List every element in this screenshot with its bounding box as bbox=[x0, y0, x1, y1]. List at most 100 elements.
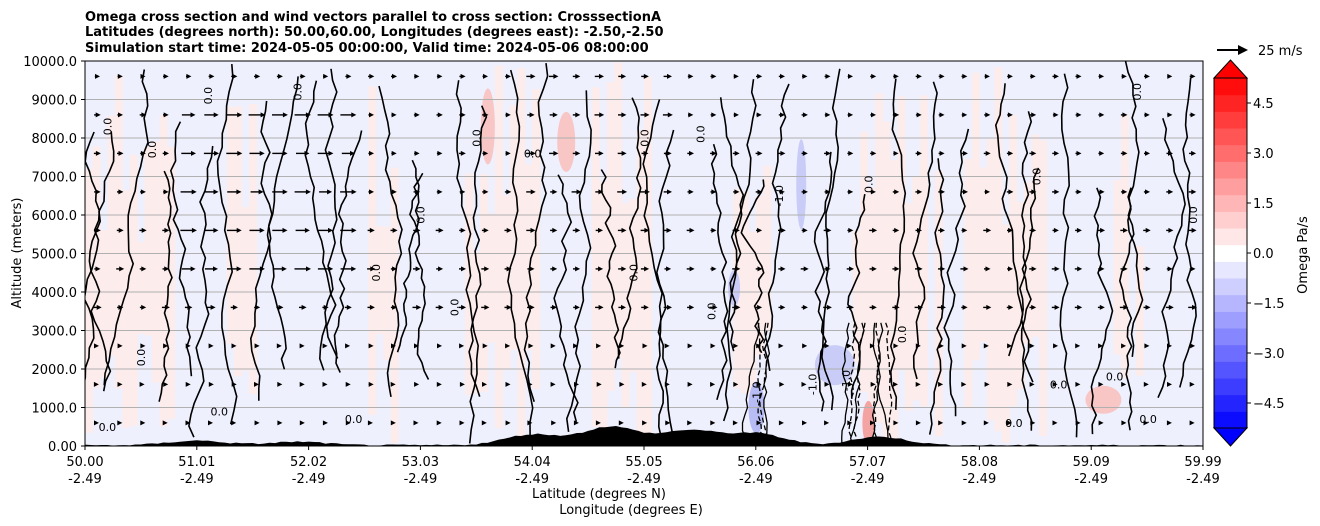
wind-vector-head bbox=[778, 420, 784, 426]
wind-vector bbox=[140, 420, 146, 426]
wind-vector bbox=[617, 227, 627, 233]
wind-vector-head bbox=[893, 381, 898, 387]
wind-vector-head bbox=[779, 381, 785, 387]
wind-vector bbox=[526, 150, 536, 156]
wind-vector-head bbox=[847, 420, 853, 426]
wind-vector-head bbox=[369, 189, 374, 195]
wind-vector bbox=[1098, 266, 1105, 272]
zero-contour-line bbox=[928, 158, 946, 435]
wind-vector-head bbox=[870, 381, 876, 387]
zero-contour-line bbox=[188, 145, 214, 438]
y-axis-label: Altitude (meters) bbox=[10, 198, 25, 309]
positive-omega-region bbox=[487, 213, 496, 343]
wind-vector bbox=[276, 73, 283, 79]
wind-vector-head bbox=[710, 343, 716, 349]
wind-vector bbox=[527, 304, 535, 310]
wind-vector-head bbox=[236, 189, 242, 195]
wind-vector-head bbox=[573, 420, 579, 426]
colorbar-band bbox=[1214, 161, 1247, 179]
positive-omega-region bbox=[1031, 134, 1040, 337]
wind-vector bbox=[140, 150, 146, 156]
wind-vector-head bbox=[803, 266, 809, 272]
wind-vector-head bbox=[732, 420, 738, 426]
wind-vector-head bbox=[552, 227, 558, 233]
wind-vector-head bbox=[140, 150, 146, 156]
wind-vector bbox=[1075, 227, 1082, 233]
wind-vector-head bbox=[849, 304, 854, 310]
wind-vector-head bbox=[369, 150, 374, 156]
omega-blob bbox=[862, 400, 875, 445]
wind-vector bbox=[414, 343, 419, 349]
wind-vector-head bbox=[575, 73, 581, 79]
contour-label: 0.0 bbox=[1131, 83, 1144, 101]
wind-vector-head bbox=[596, 343, 602, 349]
wind-vector-head bbox=[667, 112, 673, 118]
zero-contour-line bbox=[468, 105, 488, 397]
wind-vector-head bbox=[368, 343, 374, 349]
wind-vector bbox=[550, 189, 558, 195]
wind-vector-head bbox=[986, 304, 992, 310]
wind-vector-head bbox=[140, 189, 146, 195]
wind-vector-head bbox=[1077, 304, 1083, 310]
wind-vector bbox=[1075, 189, 1082, 195]
wind-vector-head bbox=[963, 189, 968, 195]
wind-vector bbox=[481, 304, 490, 310]
wind-vector-head bbox=[415, 266, 421, 272]
wind-vector-head bbox=[983, 420, 989, 426]
wind-vector-head bbox=[938, 420, 944, 426]
wind-vector-head bbox=[94, 420, 99, 426]
wind-vector-head bbox=[666, 227, 672, 233]
wind-vector bbox=[436, 381, 442, 387]
wind-vector-head bbox=[940, 189, 945, 195]
wind-vector bbox=[778, 150, 786, 156]
colorbar-band bbox=[1214, 278, 1247, 296]
wind-vector-head bbox=[481, 420, 487, 426]
wind-vector bbox=[299, 73, 306, 79]
wind-vector-head bbox=[306, 266, 311, 272]
wind-vector-head bbox=[1167, 112, 1173, 118]
wind-vector bbox=[641, 304, 649, 310]
wind-vector-head bbox=[985, 266, 991, 272]
vector-key-label: 25 m/s bbox=[1258, 44, 1303, 59]
wind-vector bbox=[617, 189, 628, 195]
wind-vector bbox=[391, 343, 396, 349]
wind-vector bbox=[961, 112, 968, 118]
wind-vector-head bbox=[1008, 266, 1013, 272]
wind-vector-head bbox=[985, 150, 991, 156]
wind-vector bbox=[226, 150, 243, 156]
wind-vector-head bbox=[118, 304, 124, 310]
wind-vector-head bbox=[1145, 304, 1151, 310]
wind-vector bbox=[1189, 266, 1196, 272]
wind-vector bbox=[778, 73, 785, 79]
wind-vector bbox=[688, 112, 694, 118]
wind-vector-head bbox=[1167, 381, 1172, 387]
x-tick-label-lat: 54.04 bbox=[514, 455, 551, 470]
wind-vector-head bbox=[598, 189, 604, 195]
wind-vector bbox=[254, 381, 259, 387]
wind-vector-head bbox=[1122, 150, 1128, 156]
wind-vector-head bbox=[322, 381, 328, 387]
positive-omega-region bbox=[494, 65, 503, 429]
wind-vector bbox=[340, 227, 357, 233]
wind-vector-head bbox=[644, 227, 650, 233]
zero-contour-line bbox=[943, 128, 970, 417]
wind-vector bbox=[345, 304, 352, 310]
wind-vector-head bbox=[96, 304, 102, 310]
wind-vector bbox=[686, 227, 695, 233]
wind-vector bbox=[254, 304, 261, 310]
colorbar-extend-max bbox=[1212, 59, 1249, 79]
wind-vector-head bbox=[1168, 304, 1174, 310]
wind-vector bbox=[801, 304, 808, 310]
wind-vector-head bbox=[780, 150, 786, 156]
wind-vector bbox=[322, 343, 328, 349]
wind-vector bbox=[847, 150, 854, 156]
wind-vector-head bbox=[802, 189, 808, 195]
wind-vector bbox=[756, 420, 762, 426]
wind-vector bbox=[505, 420, 511, 426]
wind-vector bbox=[664, 266, 672, 272]
chart-title-line-3: Simulation start time: 2024-05-05 00:00:… bbox=[85, 41, 649, 56]
zero-contour-line bbox=[600, 169, 621, 369]
wind-vector-head bbox=[301, 304, 307, 310]
wind-vector-head bbox=[917, 189, 923, 195]
wind-vector-head bbox=[118, 227, 124, 233]
